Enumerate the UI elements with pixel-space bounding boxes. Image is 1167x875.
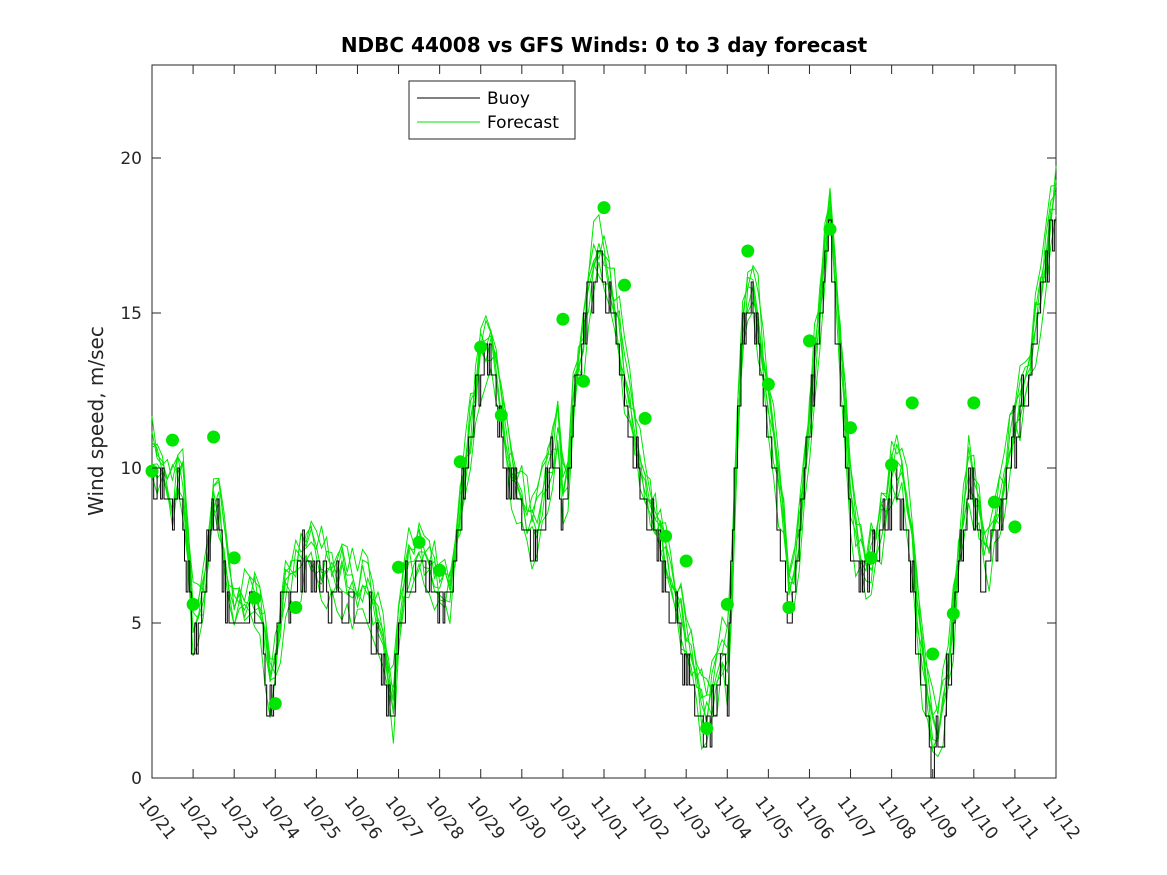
forecast-point	[761, 377, 775, 391]
forecast-point	[967, 396, 981, 410]
forecast-point	[720, 597, 734, 611]
y-tick-label: 0	[131, 769, 142, 789]
forecast-point	[289, 601, 303, 614]
forecast-point	[453, 455, 467, 469]
forecast-point	[700, 721, 714, 735]
legend-box	[408, 80, 576, 140]
forecast-point	[494, 408, 508, 422]
forecast-point	[987, 495, 1001, 509]
y-tick-label: 20	[120, 149, 142, 169]
buoy-line	[152, 219, 1056, 779]
forecast-point	[597, 201, 611, 215]
legend: Buoy Forecast	[408, 80, 576, 140]
forecast-point	[638, 411, 652, 425]
forecast-point	[679, 554, 693, 568]
forecast-point	[803, 334, 816, 348]
forecast-point	[207, 430, 221, 444]
forecast-point	[741, 244, 755, 258]
forecast-point	[392, 560, 405, 574]
forecast-point	[823, 222, 837, 236]
forecast-point	[905, 396, 919, 410]
axes-box	[151, 64, 1057, 779]
forecast-point	[782, 601, 796, 614]
forecast-point	[145, 464, 159, 478]
forecast-point	[433, 563, 447, 577]
buoy-series	[152, 219, 1056, 779]
forecast-point	[186, 597, 200, 611]
forecast-point	[864, 551, 878, 565]
forecast-point	[885, 458, 899, 472]
forecast-point	[268, 697, 282, 711]
forecast-point	[227, 551, 241, 565]
y-tick-label: 5	[131, 614, 142, 634]
forecast-point	[412, 535, 426, 549]
forecast-point	[926, 647, 940, 661]
forecast-point	[166, 433, 179, 447]
forecast-point	[248, 591, 262, 605]
forecast-point	[556, 312, 570, 326]
forecast-point	[1008, 520, 1022, 534]
chart-title: NDBC 44008 vs GFS Winds: 0 to 3 day fore…	[341, 33, 868, 57]
forecast-point	[474, 340, 488, 354]
forecast-point	[946, 607, 960, 621]
y-tick-label: 10	[120, 459, 142, 479]
legend-buoy-label: Buoy	[487, 89, 530, 109]
forecast-point	[577, 374, 590, 388]
forecast-point	[659, 529, 673, 543]
y-axis-label: Wind speed, m/sec	[84, 326, 108, 516]
forecast-point	[618, 278, 631, 292]
forecast-point	[844, 421, 857, 435]
legend-forecast-label: Forecast	[487, 113, 559, 133]
y-tick-label: 15	[120, 304, 142, 324]
y-axis-ticks: 0 5 10 15 20	[120, 149, 1056, 789]
forecast-markers	[145, 201, 1022, 735]
